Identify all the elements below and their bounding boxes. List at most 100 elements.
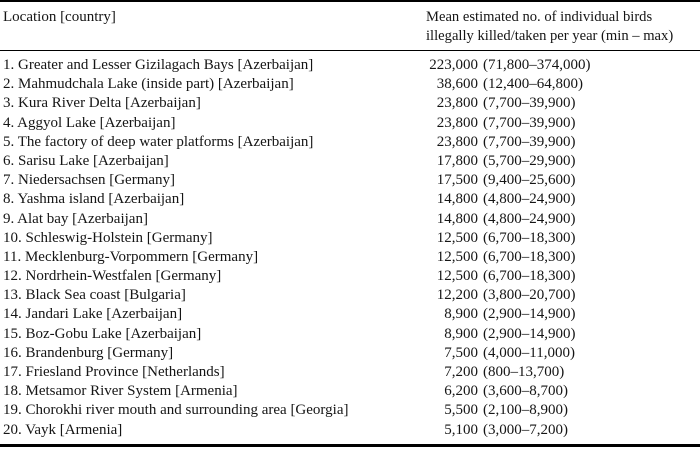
header-location-column: Location [country]	[3, 9, 116, 25]
row-location: 10. Schleswig-Holstein [Germany]	[3, 229, 213, 246]
row-location: 7. Niedersachsen [Germany]	[3, 172, 176, 189]
row-mean-value: 8,900	[444, 325, 478, 342]
table-row: 13. Black Sea coast [Bulgaria] 12,200 (3…	[0, 286, 700, 305]
row-min-max-range: (2,900–14,900)	[483, 325, 576, 342]
row-value: 5,500 (2,100–8,900)	[426, 401, 700, 420]
row-value: 6,200 (3,600–8,700)	[426, 382, 700, 401]
table-body: 1. Greater and Lesser Gizilagach Bays [A…	[0, 51, 700, 444]
row-min-max-range: (3,600–8,700)	[483, 383, 568, 400]
table-row: 1. Greater and Lesser Gizilagach Bays [A…	[0, 56, 700, 75]
table-row: 20. Vayk [Armenia] 5,100 (3,000–7,200)	[0, 421, 700, 440]
row-mean-value: 23,800	[436, 133, 478, 150]
row-location: 8. Yashma island [Azerbaijan]	[3, 191, 185, 208]
row-min-max-range: (4,000–11,000)	[483, 344, 575, 361]
table-row: 11. Mecklenburg-Vorpommern [Germany] 12,…	[0, 248, 700, 267]
row-min-max-range: (6,700–18,300)	[483, 268, 576, 285]
row-min-max-range: (2,900–14,900)	[483, 306, 576, 323]
row-location: 17. Friesland Province [Netherlands]	[3, 364, 225, 380]
row-location: 3. Kura River Delta [Azerbaijan]	[3, 95, 201, 112]
row-value: 8,900 (2,900–14,900)	[426, 305, 700, 324]
row-min-max-range: (4,800–24,900)	[483, 210, 576, 227]
row-value: 12,200 (3,800–20,700)	[426, 286, 700, 305]
row-mean-value: 17,800	[436, 152, 478, 169]
table-row: 5. The factory of deep water platforms […	[0, 133, 700, 152]
row-min-max-range: (3,800–20,700)	[483, 287, 576, 304]
row-mean-value: 23,800	[436, 114, 478, 131]
row-value: 23,800 (7,700–39,900)	[426, 94, 700, 113]
row-mean-value: 8,900	[444, 306, 478, 323]
table-header-rule	[0, 50, 700, 51]
row-location: 12. Nordrhein-Westfalen [Germany]	[3, 268, 222, 285]
table-row: 16. Brandenburg [Germany] 7,500 (4,000–1…	[0, 344, 700, 363]
row-mean-value: 12,500	[436, 229, 478, 246]
table-top-rule	[0, 0, 700, 2]
row-mean-value: 23,800	[436, 95, 478, 112]
row-location: 20. Vayk [Armenia]	[3, 421, 123, 438]
row-location: 2. Mahmudchala Lake (inside part) [Azerb…	[3, 76, 294, 93]
header-value-column: Mean estimated no. of individual birds i…	[426, 8, 700, 46]
row-value: 12,500 (6,700–18,300)	[426, 248, 700, 267]
row-min-max-range: (5,700–29,900)	[483, 152, 576, 169]
row-value: 23,800 (7,700–39,900)	[426, 133, 700, 152]
row-location: 19. Chorokhi river mouth and surrounding…	[3, 402, 349, 419]
row-min-max-range: (3,000–7,200)	[483, 421, 568, 438]
row-min-max-range: (9,400–25,600)	[483, 172, 576, 189]
row-value: 17,500 (9,400–25,600)	[426, 171, 700, 190]
table-row: 18. Metsamor River System [Armenia] 6,20…	[0, 382, 700, 401]
row-value: 14,800 (4,800–24,900)	[426, 190, 700, 209]
table-row: 4. Aggyol Lake [Azerbaijan] 23,800 (7,70…	[0, 114, 700, 133]
row-mean-value: 38,600	[436, 76, 478, 93]
row-min-max-range: (6,700–18,300)	[483, 248, 576, 265]
table-bottom-rule	[0, 443, 700, 447]
table-row: 7. Niedersachsen [Germany] 17,500 (9,400…	[0, 171, 700, 190]
row-mean-value: 14,800	[436, 210, 478, 227]
row-value: 17,800 (5,700–29,900)	[426, 152, 700, 171]
table-row: 2. Mahmudchala Lake (inside part) [Azerb…	[0, 75, 700, 94]
row-min-max-range: (800–13,700)	[483, 364, 565, 380]
table-row: 9. Alat bay [Azerbaijan] 14,800 (4,800–2…	[0, 210, 700, 229]
table-row: 8. Yashma island [Azerbaijan] 14,800 (4,…	[0, 190, 700, 209]
row-min-max-range: (71,800–374,000)	[483, 57, 591, 73]
header-value-line2: illegally killed/taken per year (min – m…	[426, 28, 674, 44]
table-row: 15. Boz-Gobu Lake [Azerbaijan] 8,900 (2,…	[0, 325, 700, 344]
table-row: 17. Friesland Province [Netherlands] 7,2…	[0, 363, 700, 382]
row-location: 13. Black Sea coast [Bulgaria]	[3, 287, 186, 304]
row-mean-value: 17,500	[436, 172, 478, 189]
row-value: 12,500 (6,700–18,300)	[426, 229, 700, 248]
row-mean-value: 223,000	[429, 57, 478, 73]
row-min-max-range: (12,400–64,800)	[483, 76, 583, 93]
row-mean-value: 12,200	[436, 287, 478, 304]
row-location: 6. Sarisu Lake [Azerbaijan]	[3, 152, 169, 169]
row-location: 1. Greater and Lesser Gizilagach Bays [A…	[3, 57, 314, 73]
row-mean-value: 14,800	[436, 191, 478, 208]
row-min-max-range: (4,800–24,900)	[483, 191, 576, 208]
row-min-max-range: (7,700–39,900)	[483, 95, 576, 112]
row-mean-value: 7,200	[444, 364, 478, 380]
table-row: 19. Chorokhi river mouth and surrounding…	[0, 401, 700, 420]
row-location: 11. Mecklenburg-Vorpommern [Germany]	[3, 248, 259, 265]
row-value: 7,200 (800–13,700)	[426, 363, 700, 382]
row-value: 223,000 (71,800–374,000)	[426, 56, 700, 75]
row-location: 4. Aggyol Lake [Azerbaijan]	[3, 114, 176, 131]
row-min-max-range: (7,700–39,900)	[483, 133, 576, 150]
row-value: 8,900 (2,900–14,900)	[426, 325, 700, 344]
table-row: 3. Kura River Delta [Azerbaijan] 23,800 …	[0, 94, 700, 113]
row-value: 23,800 (7,700–39,900)	[426, 114, 700, 133]
row-mean-value: 12,500	[436, 248, 478, 265]
row-min-max-range: (6,700–18,300)	[483, 229, 576, 246]
row-value: 38,600 (12,400–64,800)	[426, 75, 700, 94]
row-mean-value: 5,500	[444, 402, 478, 419]
table-row: 14. Jandari Lake [Azerbaijan] 8,900 (2,9…	[0, 305, 700, 324]
row-value: 14,800 (4,800–24,900)	[426, 210, 700, 229]
row-location: 14. Jandari Lake [Azerbaijan]	[3, 306, 183, 323]
row-mean-value: 12,500	[436, 268, 478, 285]
row-value: 5,100 (3,000–7,200)	[426, 421, 700, 440]
row-location: 18. Metsamor River System [Armenia]	[3, 383, 238, 400]
table-row: 6. Sarisu Lake [Azerbaijan] 17,800 (5,70…	[0, 152, 700, 171]
row-mean-value: 6,200	[444, 383, 478, 400]
row-mean-value: 5,100	[444, 421, 478, 438]
row-location: 5. The factory of deep water platforms […	[3, 133, 314, 150]
row-location: 9. Alat bay [Azerbaijan]	[3, 210, 148, 227]
row-location: 15. Boz-Gobu Lake [Azerbaijan]	[3, 325, 202, 342]
